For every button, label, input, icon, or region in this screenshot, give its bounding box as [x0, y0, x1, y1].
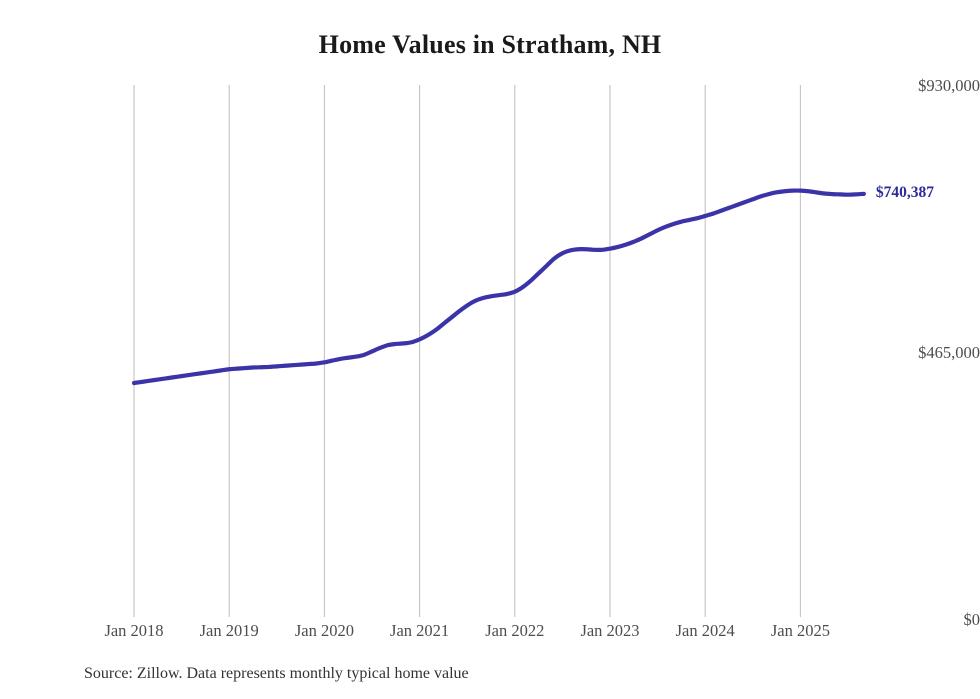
vertical-gridlines: [133, 85, 801, 617]
y-axis-tick-top: $930,000: [918, 76, 980, 95]
x-axis-tick-jan-2021: Jan 2021: [390, 621, 450, 640]
x-axis-tick-jan-2025: Jan 2025: [770, 621, 830, 640]
x-axis-tick-jan-2018: Jan 2018: [104, 621, 164, 640]
x-axis-tick-jan-2023: Jan 2023: [580, 621, 640, 640]
x-axis-tick-jan-2020: Jan 2020: [294, 621, 354, 640]
home-value-line: [131, 188, 866, 386]
x-axis-tick-jan-2024: Jan 2024: [675, 621, 735, 640]
x-axis-tick-jan-2022: Jan 2022: [485, 621, 545, 640]
y-axis-tick-middle: $465,000: [918, 343, 980, 362]
end-value-annotation: $740,387: [875, 183, 934, 201]
chart-title: Home Values in Stratham, NH: [318, 30, 662, 59]
source-note: Source: Zillow. Data represents monthly …: [84, 665, 469, 682]
y-axis-tick-bottom: $0: [963, 610, 980, 629]
x-axis-tick-jan-2019: Jan 2019: [199, 621, 259, 640]
